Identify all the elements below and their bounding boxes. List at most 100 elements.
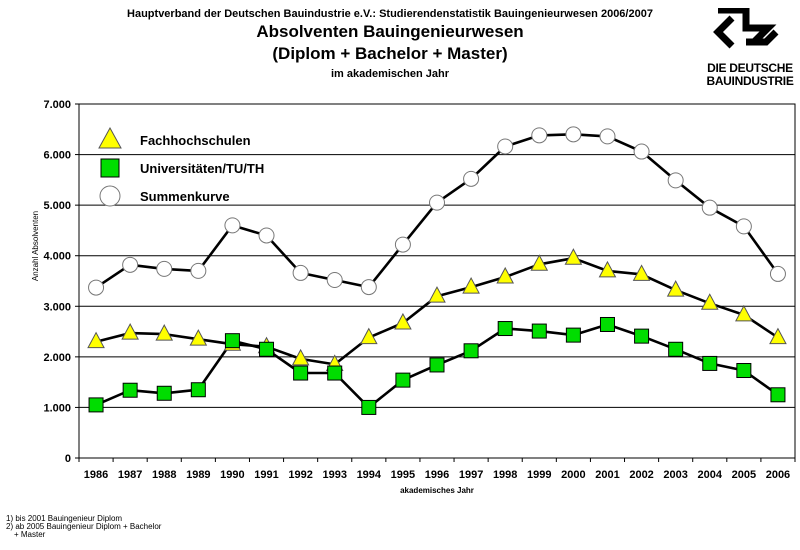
x-tick-label: 2001 bbox=[595, 469, 619, 481]
data-point-square bbox=[565, 327, 581, 343]
data-point-square bbox=[190, 382, 206, 398]
x-tick-label: 2005 bbox=[732, 469, 756, 481]
x-tick-label: 1992 bbox=[288, 469, 312, 481]
data-point-circle bbox=[258, 227, 275, 244]
data-point-square bbox=[122, 382, 138, 398]
data-point-triangle bbox=[564, 248, 583, 265]
x-tick-label: 2004 bbox=[698, 469, 723, 481]
data-point-circle bbox=[122, 256, 139, 273]
data-point-circle bbox=[360, 279, 377, 296]
data-point-circle bbox=[667, 172, 684, 189]
data-point-circle bbox=[769, 265, 786, 282]
y-tick-label: 4.000 bbox=[43, 251, 71, 263]
data-point-triangle bbox=[359, 327, 378, 345]
x-tick-label: 1989 bbox=[186, 469, 210, 481]
logo-line-1: DIE DEUTSCHE bbox=[707, 61, 793, 75]
x-tick-label: 1991 bbox=[254, 469, 278, 481]
data-point-square bbox=[395, 372, 411, 388]
data-point-circle bbox=[394, 236, 411, 253]
x-tick-label: 1999 bbox=[527, 469, 551, 481]
data-point-triangle bbox=[394, 312, 412, 330]
x-tick-label: 1998 bbox=[493, 469, 517, 481]
plot-area bbox=[78, 103, 796, 459]
logo-text: DIE DEUTSCHE BAUINDUSTRIE bbox=[700, 62, 800, 88]
data-point-triangle bbox=[735, 304, 753, 322]
data-point-triangle bbox=[428, 286, 446, 303]
data-point-square bbox=[599, 316, 615, 332]
x-tick-label: 1990 bbox=[220, 469, 244, 481]
data-point-square bbox=[531, 323, 547, 339]
data-point-square bbox=[88, 397, 104, 413]
data-point-circle bbox=[156, 260, 173, 277]
x-tick-label: 1987 bbox=[118, 469, 142, 481]
x-tick-label: 2003 bbox=[663, 469, 687, 481]
data-point-circle bbox=[326, 271, 343, 288]
data-point-square bbox=[293, 365, 309, 381]
legend-label: Summenkurve bbox=[140, 189, 230, 204]
legend-label: Fachhochschulen bbox=[140, 133, 251, 148]
data-point-square bbox=[224, 333, 240, 349]
footnote-1: 1) bis 2001 Bauingenieur Diplom bbox=[6, 514, 123, 523]
x-tick-label: 1994 bbox=[357, 469, 382, 481]
y-tick-label: 7.000 bbox=[43, 99, 71, 111]
data-point-square bbox=[156, 385, 172, 401]
data-point-circle bbox=[429, 194, 445, 211]
data-point-square bbox=[702, 355, 718, 371]
data-point-triangle bbox=[462, 277, 480, 294]
chart-note: im akademischen Jahr bbox=[330, 68, 449, 80]
y-axis-label: Anzahl Absolventen bbox=[31, 211, 40, 281]
data-point-triangle bbox=[598, 260, 617, 278]
data-point-circle bbox=[463, 170, 480, 187]
data-point-triangle bbox=[666, 280, 685, 297]
data-point-square bbox=[463, 343, 479, 359]
data-point-square bbox=[668, 341, 684, 357]
data-point-square bbox=[770, 387, 786, 403]
data-point-triangle bbox=[155, 324, 174, 341]
data-point-circle bbox=[701, 199, 718, 216]
logo-line-2: BAUINDUSTRIE bbox=[706, 74, 794, 88]
data-point-triangle bbox=[291, 348, 310, 366]
footnote-3: + Master bbox=[14, 530, 46, 539]
y-tick-label: 6.000 bbox=[43, 150, 71, 162]
data-point-circle bbox=[735, 218, 752, 235]
data-point-circle bbox=[497, 138, 514, 155]
data-point-square bbox=[736, 363, 752, 379]
y-tick-label: 5.000 bbox=[43, 200, 71, 212]
x-tick-label: 1986 bbox=[84, 469, 108, 481]
chart-subtitle: (Diplom + Bachelor + Master) bbox=[272, 44, 508, 63]
data-point-circle bbox=[531, 127, 548, 144]
data-point-triangle bbox=[530, 254, 549, 271]
data-point-circle bbox=[633, 143, 650, 160]
x-tick-label: 2000 bbox=[561, 469, 585, 481]
data-point-square bbox=[429, 357, 445, 373]
data-point-square bbox=[361, 399, 377, 415]
footnote-2: 2) ab 2005 Bauingenieur Diplom + Bachelo… bbox=[6, 522, 162, 531]
y-tick-label: 0 bbox=[65, 453, 71, 465]
data-point-circle bbox=[565, 126, 582, 143]
data-point-triangle bbox=[121, 323, 139, 340]
y-tick-label: 1.000 bbox=[43, 402, 71, 414]
data-point-triangle bbox=[496, 266, 515, 284]
y-tick-label: 2.000 bbox=[43, 352, 71, 364]
bauindustrie-logo-icon bbox=[713, 8, 779, 49]
y-tick-label: 3.000 bbox=[43, 301, 71, 313]
data-point-triangle bbox=[700, 293, 719, 310]
data-point-square bbox=[327, 365, 343, 381]
data-point-circle bbox=[88, 279, 105, 296]
x-tick-label: 1993 bbox=[322, 469, 346, 481]
x-tick-label: 1996 bbox=[425, 469, 449, 481]
x-tick-label: 1995 bbox=[391, 469, 415, 481]
legend-circle-icon bbox=[99, 185, 121, 207]
x-tick-label: 1988 bbox=[152, 469, 176, 481]
legend-triangle-icon bbox=[98, 126, 122, 149]
data-point-circle bbox=[599, 128, 616, 145]
data-point-triangle bbox=[189, 329, 208, 346]
data-point-square bbox=[497, 321, 513, 337]
data-point-circle bbox=[292, 264, 309, 281]
chart-title: Absolventen Bauingenieurwesen bbox=[256, 22, 524, 41]
data-point-triangle bbox=[769, 327, 787, 345]
legend-square-icon bbox=[100, 158, 120, 178]
data-point-triangle bbox=[632, 264, 651, 281]
x-tick-label: 1997 bbox=[459, 469, 483, 481]
